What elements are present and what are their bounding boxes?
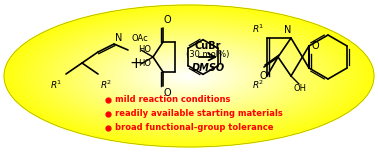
Ellipse shape [164,67,214,85]
Text: O: O [259,71,267,81]
Text: +: + [130,55,143,71]
Ellipse shape [44,20,334,132]
Ellipse shape [66,29,312,123]
Ellipse shape [38,18,340,134]
Ellipse shape [96,40,282,112]
Text: readily available starting materials: readily available starting materials [115,109,283,119]
Ellipse shape [87,37,291,115]
Text: OAc: OAc [132,34,149,43]
Ellipse shape [139,57,239,95]
Ellipse shape [167,68,211,84]
Text: OH: OH [293,84,306,93]
Ellipse shape [186,75,192,77]
Ellipse shape [112,46,266,106]
Ellipse shape [127,52,251,100]
Ellipse shape [19,11,359,141]
Ellipse shape [109,45,269,107]
Ellipse shape [69,30,309,122]
Text: HO: HO [138,45,151,55]
Text: $\mathit{R}^1$: $\mathit{R}^1$ [50,79,62,91]
Text: $\mathit{R}^2$: $\mathit{R}^2$ [100,79,112,91]
Ellipse shape [84,36,294,116]
Text: O: O [312,41,319,51]
Ellipse shape [4,5,374,147]
Text: mild reaction conditions: mild reaction conditions [115,95,230,105]
Text: $\mathit{R}^1$: $\mathit{R}^1$ [251,23,264,35]
Ellipse shape [90,38,288,114]
Text: N: N [284,25,292,35]
Ellipse shape [152,62,226,90]
Ellipse shape [155,63,223,89]
Ellipse shape [99,42,279,110]
Ellipse shape [115,48,263,104]
Ellipse shape [13,9,365,143]
Ellipse shape [103,43,275,109]
Ellipse shape [53,24,325,128]
Ellipse shape [72,31,306,121]
Text: (30 mol%): (30 mol%) [186,50,230,59]
Ellipse shape [56,25,322,127]
Ellipse shape [133,55,245,97]
Ellipse shape [29,14,349,138]
Ellipse shape [146,59,232,93]
Text: broad functional-group tolerance: broad functional-group tolerance [115,123,274,133]
Ellipse shape [35,17,343,135]
Text: O: O [164,15,172,25]
Ellipse shape [63,28,315,124]
Ellipse shape [180,73,198,79]
Ellipse shape [174,70,204,82]
Ellipse shape [50,23,328,129]
Ellipse shape [41,19,337,133]
Ellipse shape [158,64,220,88]
Ellipse shape [183,74,195,78]
Ellipse shape [143,58,235,94]
Ellipse shape [47,22,331,130]
Ellipse shape [26,13,352,139]
Ellipse shape [81,35,297,117]
Ellipse shape [78,33,300,119]
Text: N: N [115,33,122,43]
Ellipse shape [93,39,285,113]
Ellipse shape [10,7,368,145]
Ellipse shape [177,71,201,81]
Text: O: O [164,88,172,98]
Ellipse shape [32,16,346,136]
Text: CuBr: CuBr [195,41,221,51]
Ellipse shape [7,6,371,146]
Ellipse shape [161,65,217,87]
Ellipse shape [118,49,260,103]
Ellipse shape [121,50,257,102]
Ellipse shape [170,69,208,83]
Ellipse shape [16,10,362,142]
Ellipse shape [124,51,254,101]
Ellipse shape [136,56,242,96]
Ellipse shape [75,32,303,120]
Text: DMSO: DMSO [191,63,225,73]
Text: HO: HO [138,59,151,69]
Ellipse shape [59,26,319,126]
Ellipse shape [23,12,355,140]
Ellipse shape [149,61,229,91]
Ellipse shape [130,54,248,98]
Text: $\mathit{R}^2$: $\mathit{R}^2$ [252,79,264,91]
Ellipse shape [106,44,272,108]
